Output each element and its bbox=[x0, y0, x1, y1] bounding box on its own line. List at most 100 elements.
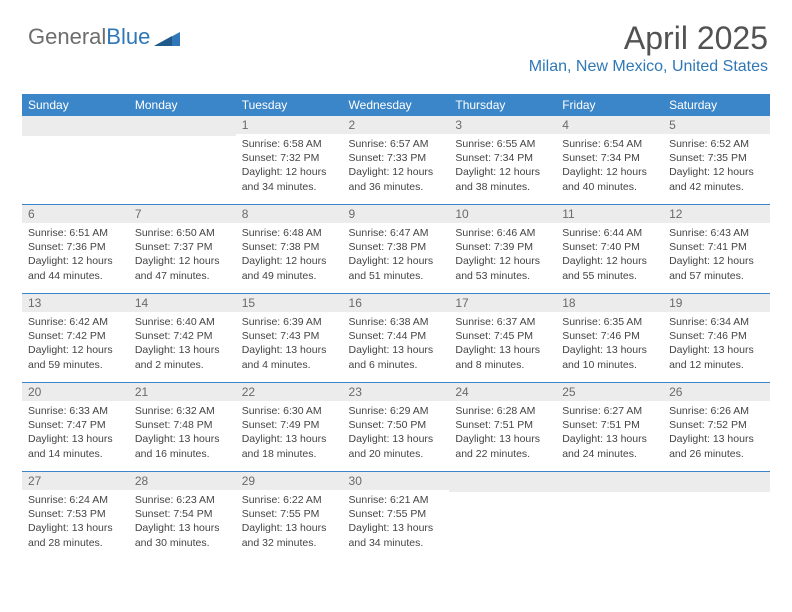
calendar-cell: 7Sunrise: 6:50 AMSunset: 7:37 PMDaylight… bbox=[129, 205, 236, 294]
day-number: 9 bbox=[343, 205, 450, 223]
calendar-cell: 14Sunrise: 6:40 AMSunset: 7:42 PMDayligh… bbox=[129, 294, 236, 383]
sunset-text: Sunset: 7:34 PM bbox=[455, 151, 550, 165]
daylight-text: Daylight: 13 hours and 30 minutes. bbox=[135, 521, 230, 549]
day-number: 16 bbox=[343, 294, 450, 312]
sunset-text: Sunset: 7:48 PM bbox=[135, 418, 230, 432]
sunset-text: Sunset: 7:53 PM bbox=[28, 507, 123, 521]
calendar-cell: 10Sunrise: 6:46 AMSunset: 7:39 PMDayligh… bbox=[449, 205, 556, 294]
calendar-cell: 12Sunrise: 6:43 AMSunset: 7:41 PMDayligh… bbox=[663, 205, 770, 294]
sunrise-text: Sunrise: 6:29 AM bbox=[349, 404, 444, 418]
sunrise-text: Sunrise: 6:46 AM bbox=[455, 226, 550, 240]
sunrise-text: Sunrise: 6:58 AM bbox=[242, 137, 337, 151]
day-details: Sunrise: 6:50 AMSunset: 7:37 PMDaylight:… bbox=[129, 223, 236, 289]
calendar-cell: 8Sunrise: 6:48 AMSunset: 7:38 PMDaylight… bbox=[236, 205, 343, 294]
day-number: 21 bbox=[129, 383, 236, 401]
sunrise-text: Sunrise: 6:23 AM bbox=[135, 493, 230, 507]
sunset-text: Sunset: 7:44 PM bbox=[349, 329, 444, 343]
sunset-text: Sunset: 7:41 PM bbox=[669, 240, 764, 254]
sunset-text: Sunset: 7:38 PM bbox=[242, 240, 337, 254]
day-details: Sunrise: 6:22 AMSunset: 7:55 PMDaylight:… bbox=[236, 490, 343, 556]
day-number: 1 bbox=[236, 116, 343, 134]
calendar-week-row: 6Sunrise: 6:51 AMSunset: 7:36 PMDaylight… bbox=[22, 205, 770, 294]
daylight-text: Daylight: 12 hours and 47 minutes. bbox=[135, 254, 230, 282]
day-number bbox=[663, 472, 770, 492]
daylight-text: Daylight: 13 hours and 6 minutes. bbox=[349, 343, 444, 371]
sunrise-text: Sunrise: 6:35 AM bbox=[562, 315, 657, 329]
calendar-cell bbox=[663, 472, 770, 561]
calendar-cell bbox=[449, 472, 556, 561]
day-details: Sunrise: 6:54 AMSunset: 7:34 PMDaylight:… bbox=[556, 134, 663, 200]
calendar-cell: 3Sunrise: 6:55 AMSunset: 7:34 PMDaylight… bbox=[449, 116, 556, 205]
daylight-text: Daylight: 13 hours and 18 minutes. bbox=[242, 432, 337, 460]
daylight-text: Daylight: 13 hours and 12 minutes. bbox=[669, 343, 764, 371]
day-number: 7 bbox=[129, 205, 236, 223]
sunrise-text: Sunrise: 6:37 AM bbox=[455, 315, 550, 329]
calendar-week-row: 13Sunrise: 6:42 AMSunset: 7:42 PMDayligh… bbox=[22, 294, 770, 383]
sunset-text: Sunset: 7:55 PM bbox=[242, 507, 337, 521]
day-number: 28 bbox=[129, 472, 236, 490]
calendar-cell: 16Sunrise: 6:38 AMSunset: 7:44 PMDayligh… bbox=[343, 294, 450, 383]
sunrise-text: Sunrise: 6:52 AM bbox=[669, 137, 764, 151]
sunset-text: Sunset: 7:35 PM bbox=[669, 151, 764, 165]
calendar-week-row: 20Sunrise: 6:33 AMSunset: 7:47 PMDayligh… bbox=[22, 383, 770, 472]
sunset-text: Sunset: 7:51 PM bbox=[562, 418, 657, 432]
day-details: Sunrise: 6:58 AMSunset: 7:32 PMDaylight:… bbox=[236, 134, 343, 200]
day-details: Sunrise: 6:29 AMSunset: 7:50 PMDaylight:… bbox=[343, 401, 450, 467]
day-number: 8 bbox=[236, 205, 343, 223]
sunset-text: Sunset: 7:46 PM bbox=[562, 329, 657, 343]
calendar-cell: 17Sunrise: 6:37 AMSunset: 7:45 PMDayligh… bbox=[449, 294, 556, 383]
daylight-text: Daylight: 13 hours and 10 minutes. bbox=[562, 343, 657, 371]
daylight-text: Daylight: 13 hours and 14 minutes. bbox=[28, 432, 123, 460]
daylight-text: Daylight: 12 hours and 42 minutes. bbox=[669, 165, 764, 193]
day-details: Sunrise: 6:43 AMSunset: 7:41 PMDaylight:… bbox=[663, 223, 770, 289]
day-number: 3 bbox=[449, 116, 556, 134]
sunset-text: Sunset: 7:42 PM bbox=[28, 329, 123, 343]
day-number: 2 bbox=[343, 116, 450, 134]
day-number: 13 bbox=[22, 294, 129, 312]
day-details: Sunrise: 6:37 AMSunset: 7:45 PMDaylight:… bbox=[449, 312, 556, 378]
sunset-text: Sunset: 7:36 PM bbox=[28, 240, 123, 254]
daylight-text: Daylight: 13 hours and 20 minutes. bbox=[349, 432, 444, 460]
day-number: 5 bbox=[663, 116, 770, 134]
calendar-cell: 15Sunrise: 6:39 AMSunset: 7:43 PMDayligh… bbox=[236, 294, 343, 383]
calendar-cell bbox=[556, 472, 663, 561]
day-number: 12 bbox=[663, 205, 770, 223]
day-header: Sunday bbox=[22, 94, 129, 116]
calendar-header-row: SundayMondayTuesdayWednesdayThursdayFrid… bbox=[22, 94, 770, 116]
day-details: Sunrise: 6:38 AMSunset: 7:44 PMDaylight:… bbox=[343, 312, 450, 378]
sunrise-text: Sunrise: 6:38 AM bbox=[349, 315, 444, 329]
day-header: Friday bbox=[556, 94, 663, 116]
daylight-text: Daylight: 13 hours and 32 minutes. bbox=[242, 521, 337, 549]
sunrise-text: Sunrise: 6:50 AM bbox=[135, 226, 230, 240]
daylight-text: Daylight: 12 hours and 44 minutes. bbox=[28, 254, 123, 282]
daylight-text: Daylight: 13 hours and 24 minutes. bbox=[562, 432, 657, 460]
calendar-cell bbox=[22, 116, 129, 205]
calendar-cell: 4Sunrise: 6:54 AMSunset: 7:34 PMDaylight… bbox=[556, 116, 663, 205]
day-number: 4 bbox=[556, 116, 663, 134]
calendar-cell: 22Sunrise: 6:30 AMSunset: 7:49 PMDayligh… bbox=[236, 383, 343, 472]
sunrise-text: Sunrise: 6:44 AM bbox=[562, 226, 657, 240]
day-number: 27 bbox=[22, 472, 129, 490]
daylight-text: Daylight: 12 hours and 57 minutes. bbox=[669, 254, 764, 282]
sunrise-text: Sunrise: 6:28 AM bbox=[455, 404, 550, 418]
sunrise-text: Sunrise: 6:39 AM bbox=[242, 315, 337, 329]
day-number: 6 bbox=[22, 205, 129, 223]
day-header: Tuesday bbox=[236, 94, 343, 116]
sunrise-text: Sunrise: 6:34 AM bbox=[669, 315, 764, 329]
calendar-cell bbox=[129, 116, 236, 205]
daylight-text: Daylight: 12 hours and 38 minutes. bbox=[455, 165, 550, 193]
calendar-cell: 24Sunrise: 6:28 AMSunset: 7:51 PMDayligh… bbox=[449, 383, 556, 472]
sunset-text: Sunset: 7:54 PM bbox=[135, 507, 230, 521]
day-number: 23 bbox=[343, 383, 450, 401]
sunrise-text: Sunrise: 6:26 AM bbox=[669, 404, 764, 418]
day-number: 19 bbox=[663, 294, 770, 312]
calendar-cell: 20Sunrise: 6:33 AMSunset: 7:47 PMDayligh… bbox=[22, 383, 129, 472]
sunrise-text: Sunrise: 6:43 AM bbox=[669, 226, 764, 240]
day-number: 29 bbox=[236, 472, 343, 490]
logo-text-2: Blue bbox=[106, 24, 150, 50]
day-details: Sunrise: 6:55 AMSunset: 7:34 PMDaylight:… bbox=[449, 134, 556, 200]
calendar-cell: 25Sunrise: 6:27 AMSunset: 7:51 PMDayligh… bbox=[556, 383, 663, 472]
sunrise-text: Sunrise: 6:33 AM bbox=[28, 404, 123, 418]
day-number: 15 bbox=[236, 294, 343, 312]
sunset-text: Sunset: 7:46 PM bbox=[669, 329, 764, 343]
